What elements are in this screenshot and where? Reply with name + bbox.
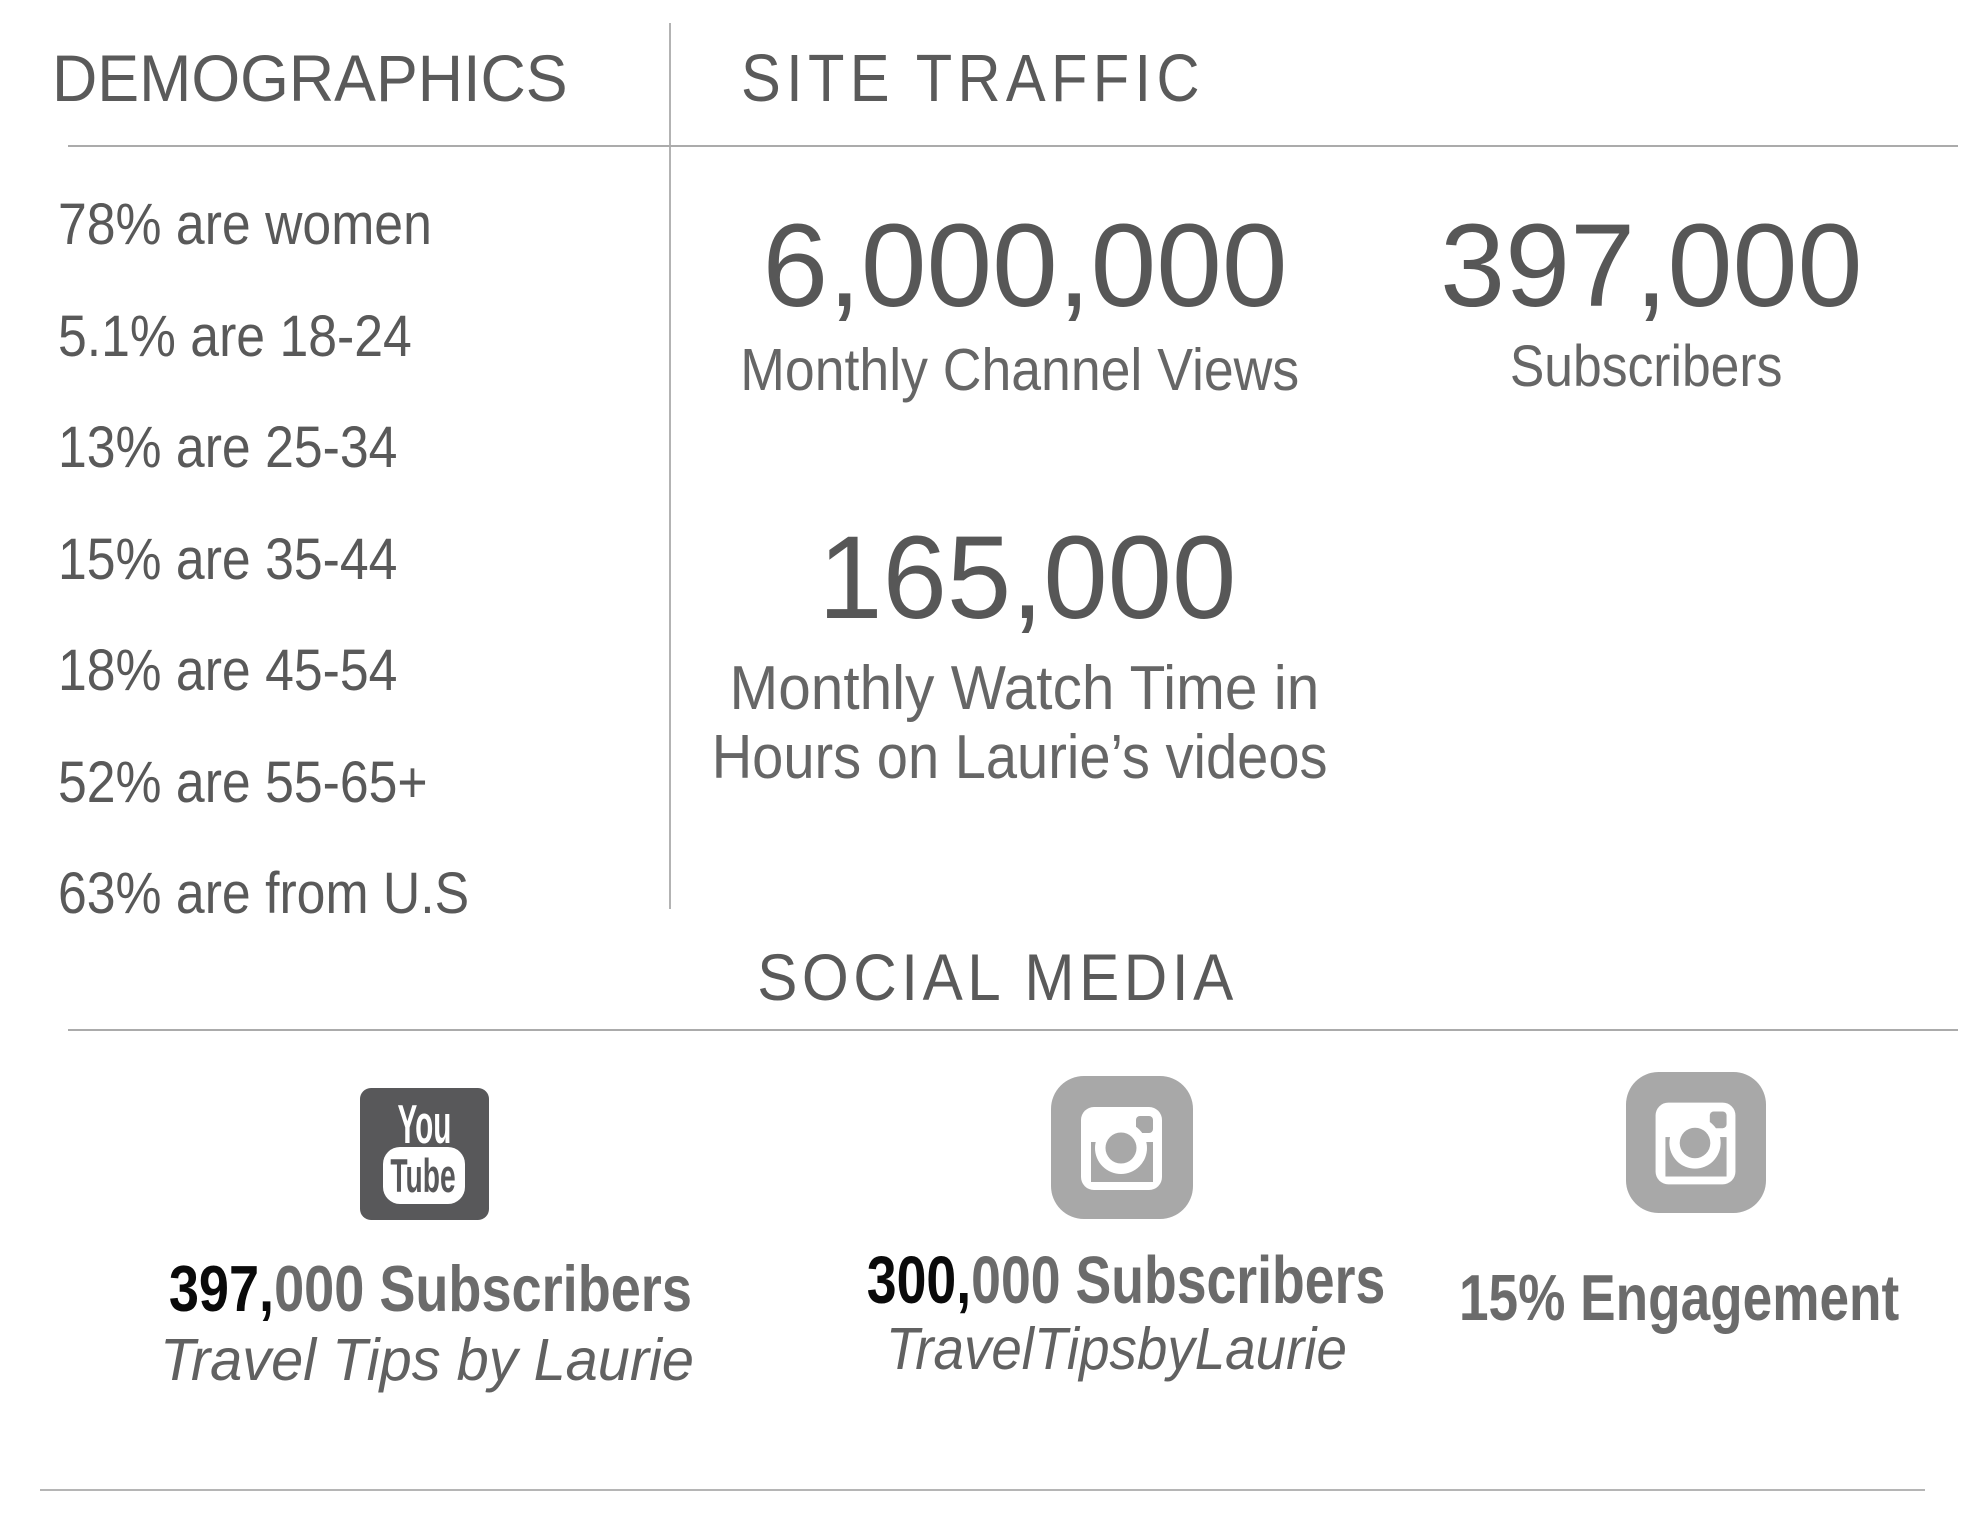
- svg-text:Tube: Tube: [390, 1151, 455, 1203]
- svg-text:You: You: [398, 1094, 452, 1155]
